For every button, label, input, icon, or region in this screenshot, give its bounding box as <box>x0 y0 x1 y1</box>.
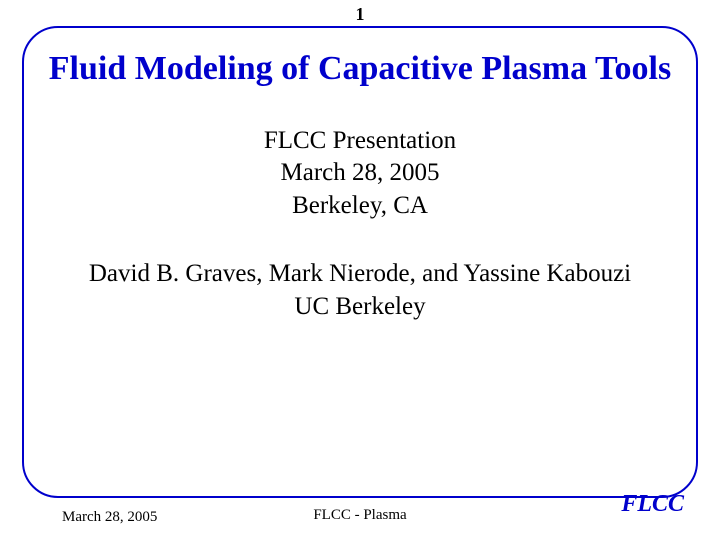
slide-title: Fluid Modeling of Capacitive Plasma Tool… <box>44 48 676 91</box>
authors-affiliation: UC Berkeley <box>44 291 676 324</box>
footer-logo: FLCC <box>621 491 684 518</box>
slide-frame: Fluid Modeling of Capacitive Plasma Tool… <box>22 26 698 498</box>
authors-names: David B. Graves, Mark Nierode, and Yassi… <box>44 258 676 291</box>
page-number: 1 <box>356 4 365 25</box>
footer-center: FLCC - Plasma <box>313 507 406 524</box>
authors-block: David B. Graves, Mark Nierode, and Yassi… <box>44 258 676 323</box>
presentation-location: Berkeley, CA <box>44 190 676 223</box>
subtitle-block: FLCC Presentation March 28, 2005 Berkele… <box>44 125 676 223</box>
presentation-date: March 28, 2005 <box>44 157 676 190</box>
footer-date: March 28, 2005 <box>62 509 157 526</box>
presentation-label: FLCC Presentation <box>44 125 676 158</box>
